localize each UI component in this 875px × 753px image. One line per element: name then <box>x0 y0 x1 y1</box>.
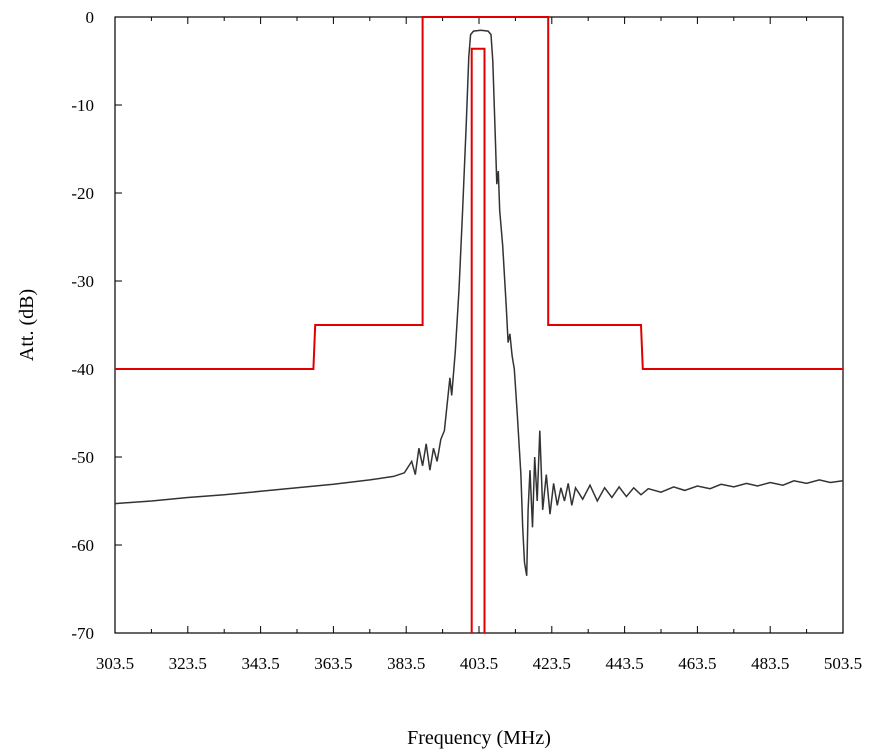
y-tick-label: -70 <box>71 624 94 643</box>
x-tick-label: 343.5 <box>241 654 279 673</box>
x-tick-label: 463.5 <box>678 654 716 673</box>
x-tick-label: 383.5 <box>387 654 425 673</box>
plot-frame <box>114 16 844 634</box>
x-tick-label: 443.5 <box>605 654 643 673</box>
y-tick-label: -60 <box>71 536 94 555</box>
y-axis-title: Att. (dB) <box>16 289 38 361</box>
y-tick-label: 0 <box>86 8 95 27</box>
series-response-line <box>114 29 844 576</box>
series-layer <box>114 16 844 633</box>
y-tick-label: -30 <box>71 272 94 291</box>
x-tick-label: 483.5 <box>751 654 789 673</box>
x-tick-label: 323.5 <box>169 654 207 673</box>
y-tick-label: -50 <box>71 448 94 467</box>
plot-area <box>114 16 844 634</box>
y-tick-label: -10 <box>71 96 94 115</box>
x-tick-label: 403.5 <box>460 654 498 673</box>
x-axis-title: Frequency (MHz) <box>407 727 551 749</box>
series-mask-upper-line <box>115 16 843 370</box>
x-tick-label: 503.5 <box>824 654 862 673</box>
series-mask-lower-line <box>470 47 486 633</box>
x-tick-label: 303.5 <box>96 654 134 673</box>
y-axis-tick-labels: 0 -10 -20 -30 -40 -50 -60 -70 <box>71 8 94 643</box>
x-axis-ticks <box>114 17 844 633</box>
y-axis-ticks <box>115 16 122 634</box>
x-tick-label: 423.5 <box>533 654 571 673</box>
x-axis-tick-labels: 303.5 323.5 343.5 363.5 383.5 403.5 423.5 443.5… <box>96 654 862 673</box>
y-tick-label: -40 <box>71 360 94 379</box>
y-tick-label: -20 <box>71 184 94 203</box>
x-tick-label: 363.5 <box>314 654 352 673</box>
